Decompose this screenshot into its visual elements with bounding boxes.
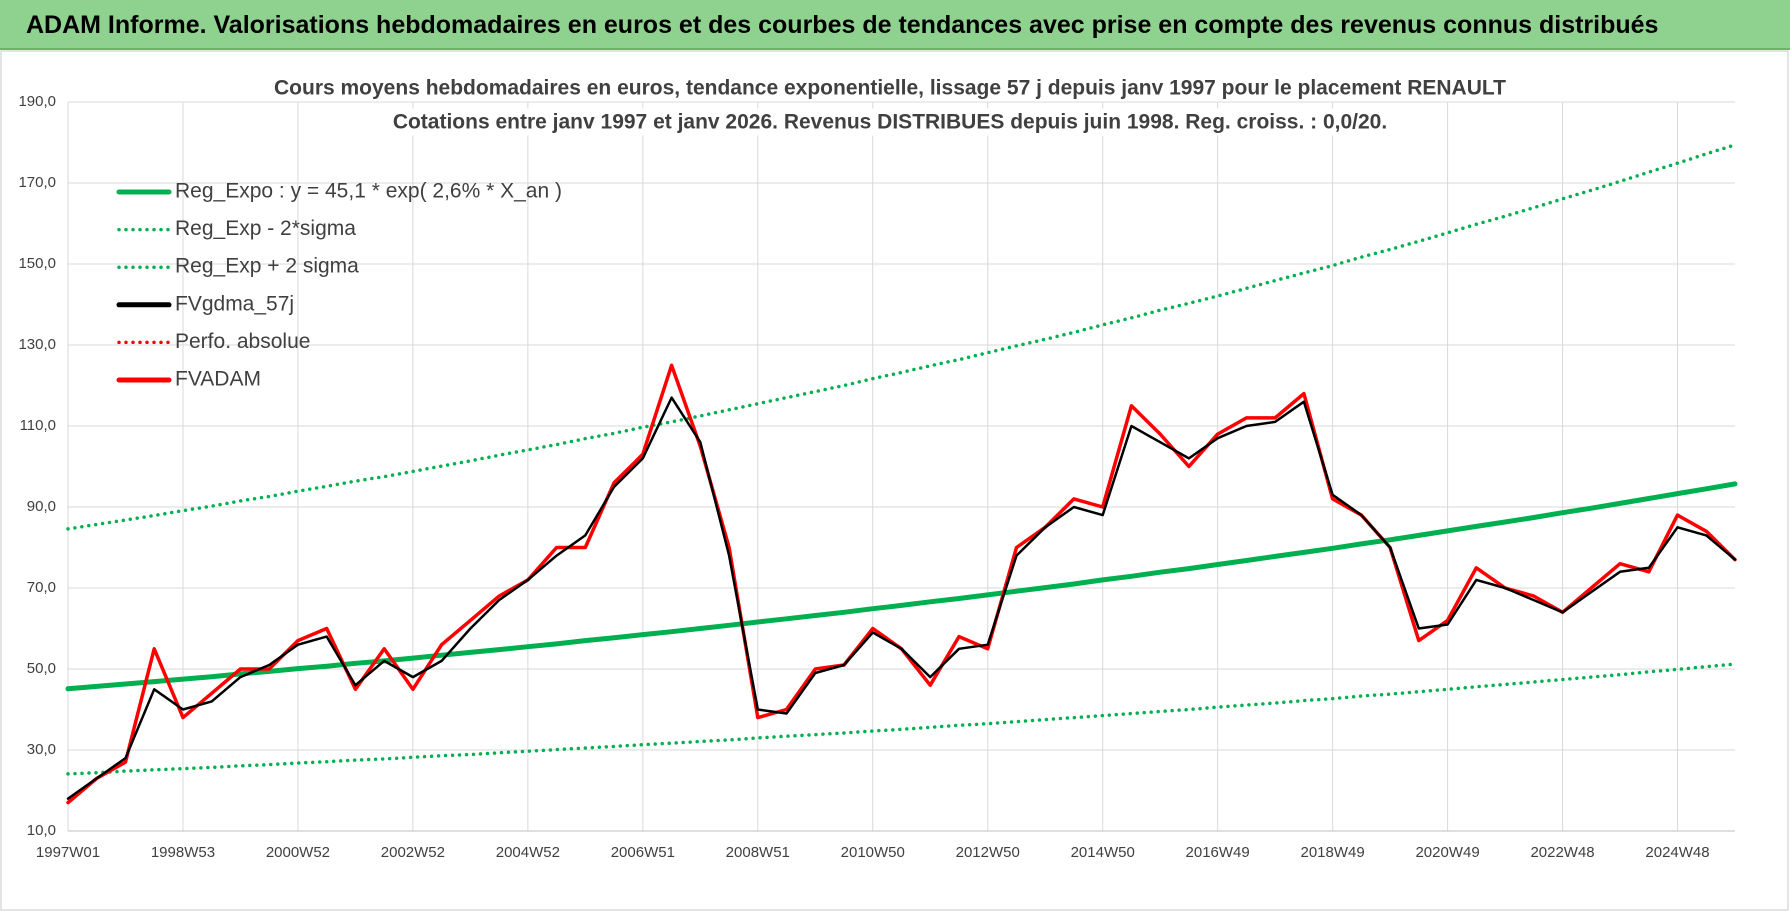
x-tick-label: 2020W49 [1415,844,1479,861]
x-tick-label: 1998W53 [151,844,215,861]
title-backing [268,74,1513,102]
legend-label: FVgdma_57j [175,292,294,315]
series-line [65,481,1738,692]
legend-label: FVADAM [175,368,261,391]
chart-frame [0,50,1789,911]
legend-label: Reg_Expo : y = 45,1 * exp( 2,6% * X_an ) [175,180,562,203]
x-tick-label: 2018W49 [1301,844,1365,861]
y-tick-label: 190,0 [18,93,56,110]
header-title: ADAM Informe. Valorisations hebdomadaire… [0,0,1790,50]
chart-subtitle: Cotations entre janv 1997 et janv 2026. … [393,111,1387,134]
legend-label: Reg_Exp - 2*sigma [175,217,356,240]
chart-title: Cours moyens hebdomadaires en euros, ten… [274,77,1506,100]
legend-label: Reg_Exp + 2 sigma [175,255,359,278]
y-tick-label: 50,0 [27,660,56,677]
x-tick-label: 2010W50 [841,844,905,861]
y-tick-label: 110,0 [20,417,56,434]
y-tick-label: 170,0 [18,174,56,191]
x-tick-label: 2016W49 [1186,844,1250,861]
y-tick-label: 10,0 [27,822,56,839]
series-line [66,396,1737,800]
x-tick-label: 1997W01 [36,844,100,861]
legend-label: Perfo. absolue [175,330,310,353]
x-tick-label: 2006W51 [611,844,675,861]
title-backing [386,108,1394,136]
y-tick-label: 30,0 [27,741,56,758]
x-tick-label: 2004W52 [496,844,560,861]
y-tick-label: 130,0 [18,336,56,353]
x-tick-label: 2014W50 [1071,844,1135,861]
x-tick-label: 2000W52 [266,844,330,861]
chart: 10,0 30,0 50,0 70,0 90,0 110,0 130,0 150,0 170,0… [0,50,1789,911]
y-tick-label: 150,0 [18,255,56,272]
series-line [66,143,1737,531]
y-tick-label: 70,0 [27,579,56,596]
x-tick-label: 2002W52 [381,844,445,861]
series-line [66,662,1737,776]
x-tick-label: 2024W48 [1645,844,1709,861]
x-tick-label: 2008W51 [726,844,790,861]
x-tick-label: 2022W48 [1530,844,1594,861]
y-tick-label: 90,0 [27,498,56,515]
x-tick-label: 2012W50 [956,844,1020,861]
